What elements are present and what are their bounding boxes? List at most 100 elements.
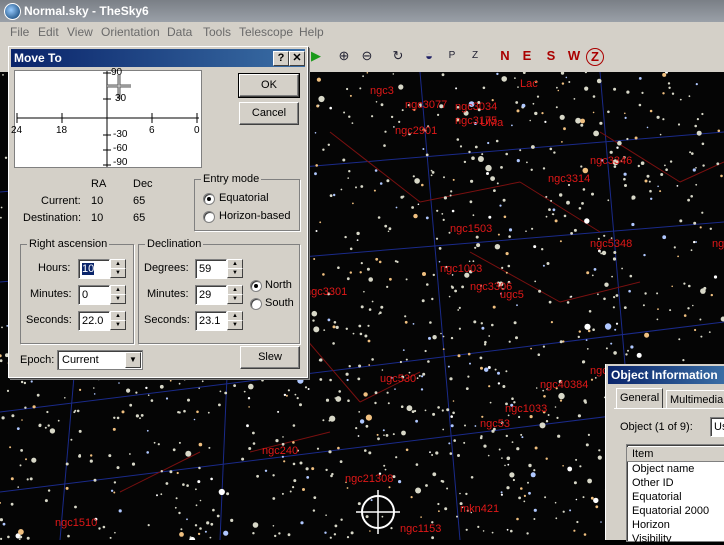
tab-general[interactable]: General xyxy=(616,388,664,409)
ra-minutes-spinner[interactable]: ▲ ▼ xyxy=(110,285,126,304)
list-header[interactable]: Item xyxy=(627,447,724,462)
zenith-icon[interactable]: Z xyxy=(464,45,486,67)
menu-tools[interactable]: Tools xyxy=(203,25,232,39)
sky-object-label[interactable]: ngc21308 xyxy=(345,473,393,485)
star xyxy=(520,433,523,436)
menu-help[interactable]: Help xyxy=(299,25,324,39)
sky-object-label[interactable]: mkn421 xyxy=(460,503,499,515)
dec-minutes-spinner[interactable]: ▲ ▼ xyxy=(227,285,243,304)
object-info-list[interactable]: Item Object name Other ID Equatorial Equ… xyxy=(626,444,724,545)
close-button[interactable]: ✕ xyxy=(289,51,305,66)
north-radio[interactable] xyxy=(250,280,262,292)
sky-object-label[interactable]: ngc3314 xyxy=(548,173,590,185)
tab-multimedia[interactable]: Multimedia xyxy=(666,390,724,409)
sky-object-label[interactable]: ngc3301 xyxy=(305,286,347,298)
ra-seconds-input[interactable]: 22.0 xyxy=(78,311,110,331)
star xyxy=(561,82,565,85)
menu-edit[interactable]: Edit xyxy=(38,25,59,39)
south-label[interactable]: South xyxy=(265,297,294,309)
target-reticle-icon[interactable] xyxy=(356,490,400,534)
horizon-radio[interactable] xyxy=(203,211,215,223)
degrees-spinner[interactable]: ▲ ▼ xyxy=(227,259,243,278)
south-icon[interactable]: S xyxy=(540,45,562,67)
sky-object-label[interactable]: Lac xyxy=(520,78,538,90)
zoom-in-icon[interactable]: ⊕ xyxy=(338,48,350,63)
list-item[interactable]: Visibility xyxy=(632,533,672,545)
sky-object-label[interactable]: ngc3175 xyxy=(455,115,497,127)
star xyxy=(15,533,21,539)
east-icon[interactable]: E xyxy=(516,45,538,67)
star xyxy=(518,415,521,419)
sky-object-label[interactable]: ngc5348 xyxy=(590,238,632,250)
rotate-icon[interactable]: ↻ xyxy=(392,48,404,63)
menu-file[interactable]: File xyxy=(10,25,30,39)
list-item[interactable]: Horizon xyxy=(632,519,670,531)
south-radio[interactable] xyxy=(250,298,262,310)
zenith-z-icon[interactable]: Z xyxy=(586,48,604,66)
epoch-select[interactable]: Current ▼ xyxy=(57,350,143,370)
west-icon[interactable]: W xyxy=(563,45,585,67)
object-info-titlebar[interactable]: Object Information xyxy=(608,366,724,384)
north-label[interactable]: North xyxy=(265,279,292,291)
z-letter: Z xyxy=(471,50,479,61)
star xyxy=(615,322,619,325)
star xyxy=(554,501,557,504)
sky-object-label[interactable]: ugc5 xyxy=(500,289,524,301)
star xyxy=(311,467,315,471)
list-item[interactable]: Equatorial 2000 xyxy=(632,505,710,517)
menu-view[interactable]: View xyxy=(67,25,93,39)
chevron-down-icon[interactable]: ▼ xyxy=(125,352,141,368)
sky-object-label[interactable]: ngc1153 xyxy=(400,523,441,535)
sky-object-label[interactable]: ngc3034 xyxy=(455,101,497,113)
cancel-button[interactable]: Cancel xyxy=(239,102,299,125)
sky-object-label[interactable]: ngc1 xyxy=(712,238,724,250)
dec-seconds-input[interactable]: 23.1 xyxy=(195,311,227,331)
list-item[interactable]: Equatorial xyxy=(632,491,682,503)
menu-data[interactable]: Data xyxy=(167,25,193,39)
dec-seconds-spinner[interactable]: ▲ ▼ xyxy=(227,311,243,330)
sky-object-label[interactable]: ngc1033 xyxy=(505,403,547,415)
ra-minutes-input[interactable]: 0 xyxy=(78,285,110,305)
sky-object-label[interactable]: ngc3306 xyxy=(470,281,512,293)
list-item[interactable]: Object name xyxy=(632,463,695,475)
degrees-input[interactable]: 59 xyxy=(195,259,227,279)
sky-object-label[interactable]: ngc1003 xyxy=(440,263,482,275)
sky-object-label[interactable]: ngc40384 xyxy=(540,379,588,391)
ra-seconds-spinner[interactable]: ▲ ▼ xyxy=(110,311,126,330)
horizon-label[interactable]: Horizon-based xyxy=(219,210,291,222)
dialog-titlebar[interactable]: Move To ? ✕ xyxy=(11,49,305,67)
zoom-out-icon[interactable]: ⊖ xyxy=(361,48,373,63)
equatorial-grid-icon[interactable]: P xyxy=(441,45,463,67)
hours-spinner[interactable]: ▲ ▼ xyxy=(110,259,126,278)
menu-telescope[interactable]: Telescope xyxy=(239,25,294,39)
equatorial-radio[interactable] xyxy=(203,193,215,205)
help-button[interactable]: ? xyxy=(273,51,289,66)
sky-object-label[interactable]: ngc3077 xyxy=(405,99,447,111)
window-titlebar[interactable]: Normal.sky - TheSky6 xyxy=(0,0,724,22)
equatorial-label[interactable]: Equatorial xyxy=(219,192,269,204)
sky-object-label[interactable]: ngc3 xyxy=(370,85,394,97)
sky-object-label[interactable]: ngc240 xyxy=(262,445,298,457)
ok-button[interactable]: OK xyxy=(238,73,300,98)
dec-minutes-input[interactable]: 29 xyxy=(195,285,227,305)
sky-object-label[interactable]: ngc2901 xyxy=(395,125,437,137)
hours-input[interactable]: 10 xyxy=(78,259,110,279)
sky-object-label[interactable]: ngc1510 xyxy=(55,517,97,529)
sky-object-label[interactable]: ngc53 xyxy=(480,418,510,430)
move-to-dialog: Move To ? ✕ 90 30 -30 -60 xyxy=(8,46,308,378)
arrow-right-icon[interactable]: ▶ xyxy=(311,48,321,63)
slew-button[interactable]: Slew xyxy=(240,346,300,369)
star xyxy=(189,536,192,539)
horizon-icon[interactable]: ◒ xyxy=(425,48,433,63)
list-item[interactable]: Other ID xyxy=(632,477,674,489)
sky-object-label[interactable]: UMa xyxy=(480,117,504,129)
sky-object-label[interactable]: ugc530 xyxy=(380,373,416,385)
object-select[interactable]: Us xyxy=(710,417,724,437)
sky-object-label[interactable]: ngc3346 xyxy=(590,155,632,167)
sky-object-label[interactable]: ngc1503 xyxy=(450,223,492,235)
north-icon[interactable]: N xyxy=(494,45,516,67)
position-plot[interactable]: 90 30 -30 -60 -90 24 18 6 0 xyxy=(11,67,202,168)
star xyxy=(629,274,633,278)
menu-orientation[interactable]: Orientation xyxy=(101,25,160,39)
star xyxy=(470,511,473,514)
